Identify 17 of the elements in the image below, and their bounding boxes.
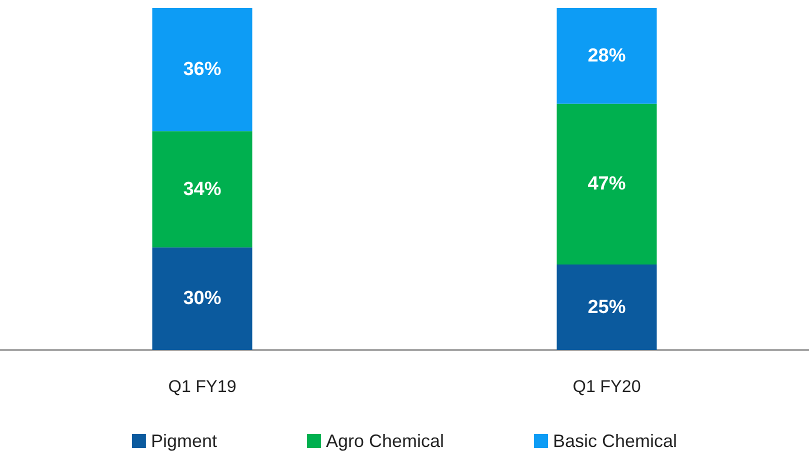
bar: [556, 264, 657, 350]
x-tick-label: Q1 FY19: [168, 377, 236, 396]
legend-label: Agro Chemical: [326, 431, 444, 451]
legend-label: Pigment: [150, 431, 217, 451]
data-label: 34%: [183, 178, 222, 200]
data-label: 28%: [588, 45, 626, 66]
bar: [556, 104, 657, 264]
bar: [152, 131, 252, 248]
data-label: 25%: [588, 296, 626, 318]
data-label: 36%: [183, 59, 222, 80]
bar: [152, 8, 252, 132]
bar: [556, 8, 657, 104]
data-label: 47%: [588, 174, 626, 195]
bar: [152, 247, 252, 350]
x-tick-label: Q1 FY20: [572, 377, 641, 396]
data-label: 30%: [183, 288, 222, 310]
legend-label: Basic Chemical: [553, 431, 678, 451]
